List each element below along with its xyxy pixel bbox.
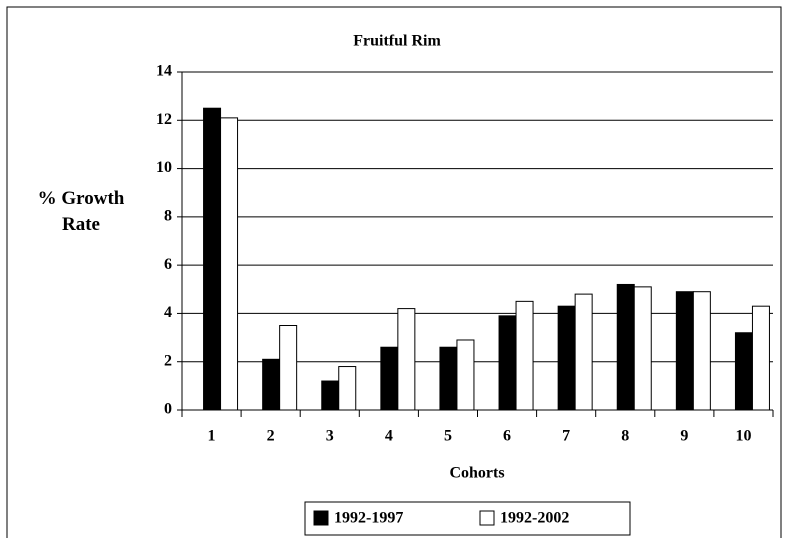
y-tick-label: 8 [164, 208, 172, 225]
legend-box [304, 501, 631, 536]
x-tick-label: 1 [208, 428, 216, 445]
bar [751, 305, 770, 411]
bar [338, 366, 357, 411]
x-tick-label: 8 [621, 428, 629, 445]
legend-label: 1992-2002 [500, 510, 569, 527]
x-tick-label: 10 [735, 428, 751, 445]
bar [220, 117, 239, 411]
y-tick-label: 14 [156, 63, 172, 80]
bar [734, 332, 753, 411]
y-tick-label: 2 [164, 352, 172, 369]
x-tick-label: 9 [680, 428, 688, 445]
legend-label: 1992-1997 [334, 510, 403, 527]
bar [456, 339, 475, 411]
y-tick-label: 4 [164, 304, 172, 321]
bar [633, 286, 652, 411]
bar [557, 305, 576, 411]
bar [616, 283, 635, 411]
chart-title: Fruitful Rim [353, 33, 441, 50]
bar [692, 291, 711, 411]
bar [397, 308, 416, 411]
bar [321, 380, 340, 411]
bar [675, 291, 694, 411]
bar [279, 325, 298, 411]
legend-swatch [313, 510, 329, 526]
bar [498, 315, 517, 411]
y-tick-label: 10 [156, 159, 172, 176]
y-axis-title: % Growth Rate [37, 188, 125, 235]
x-tick-label: 6 [503, 428, 511, 445]
bar [203, 107, 222, 411]
chart-frame [6, 6, 782, 538]
y-tick-label: 0 [164, 401, 172, 418]
bar [380, 346, 399, 411]
x-tick-label: 3 [326, 428, 334, 445]
bar [262, 358, 281, 411]
x-tick-label: 5 [444, 428, 452, 445]
x-tick-label: 4 [385, 428, 393, 445]
bar [439, 346, 458, 411]
y-tick-label: 6 [164, 256, 172, 273]
bar [574, 293, 593, 411]
x-tick-label: 7 [562, 428, 570, 445]
legend-swatch [479, 510, 495, 526]
x-axis-title: Cohorts [449, 465, 504, 482]
bar [515, 300, 534, 411]
y-tick-label: 12 [156, 111, 172, 128]
x-tick-label: 2 [267, 428, 275, 445]
